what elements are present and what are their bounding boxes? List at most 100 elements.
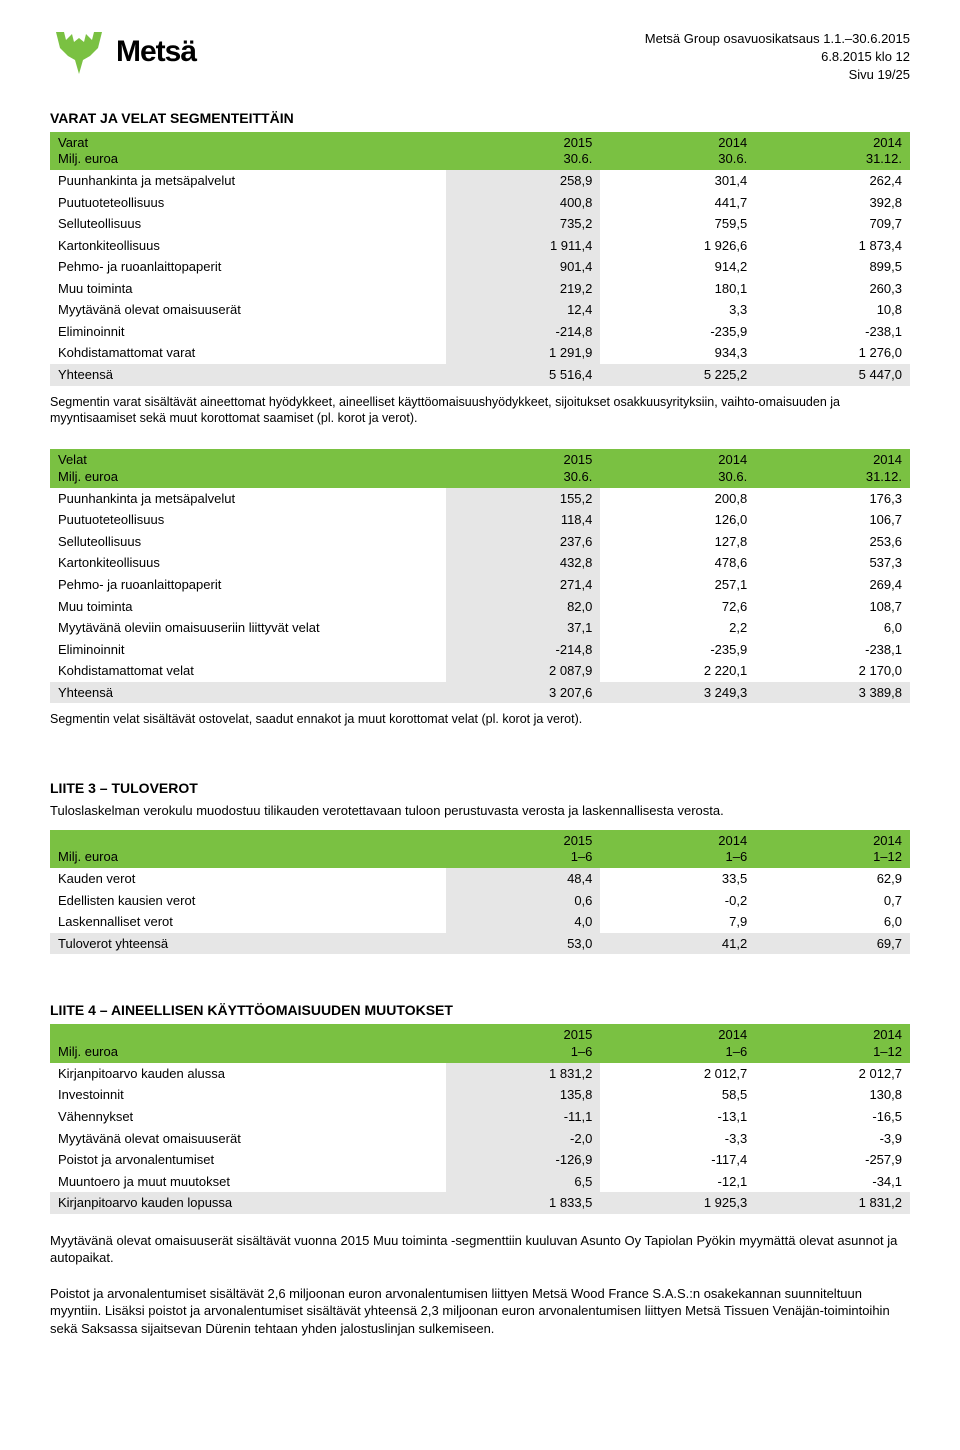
section-title-tuloverot: LIITE 3 – TULOVEROT xyxy=(50,780,910,796)
table-row: Puunhankinta ja metsäpalvelut155,2200,81… xyxy=(50,488,910,510)
cell-val: 69,7 xyxy=(755,933,910,955)
cell-val: -257,9 xyxy=(755,1149,910,1171)
table-row: Puunhankinta ja metsäpalvelut258,9301,42… xyxy=(50,170,910,192)
cell-val: 10,8 xyxy=(755,299,910,321)
cell-val: 82,0 xyxy=(446,596,601,618)
table-row: Pehmo- ja ruoanlaittopaperit901,4914,289… xyxy=(50,256,910,278)
cell-label: Kirjanpitoarvo kauden alussa xyxy=(50,1063,446,1085)
th-label-2: Milj. euroa xyxy=(58,151,118,166)
cell-val: 6,5 xyxy=(446,1171,601,1193)
table-total-row: Yhteensä5 516,45 225,25 447,0 xyxy=(50,364,910,386)
cell-label: Vähennykset xyxy=(50,1106,446,1128)
cell-val: 3,3 xyxy=(600,299,755,321)
section-title-liite4: LIITE 4 – AINEELLISEN KÄYTTÖOMAISUUDEN M… xyxy=(50,1002,910,1018)
cell-val: 5 447,0 xyxy=(755,364,910,386)
cell-val: 219,2 xyxy=(446,278,601,300)
table-row: Vähennykset-11,1-13,1-16,5 xyxy=(50,1106,910,1128)
th-c3: 20141–12 xyxy=(755,830,910,869)
cell-val: 1 276,0 xyxy=(755,342,910,364)
cell-label: Eliminoinnit xyxy=(50,321,446,343)
table-total-row: Kirjanpitoarvo kauden lopussa1 833,51 92… xyxy=(50,1192,910,1214)
header-meta: Metsä Group osavuosikatsaus 1.1.–30.6.20… xyxy=(645,30,910,85)
cell-val: 735,2 xyxy=(446,213,601,235)
cell-val: -3,3 xyxy=(600,1128,755,1150)
cell-val: 478,6 xyxy=(600,552,755,574)
cell-label: Puunhankinta ja metsäpalvelut xyxy=(50,170,446,192)
table-row: Kirjanpitoarvo kauden alussa1 831,22 012… xyxy=(50,1063,910,1085)
table-row: Selluteollisuus237,6127,8253,6 xyxy=(50,531,910,553)
cell-val: 3 249,3 xyxy=(600,682,755,704)
th-label: Velat Milj. euroa xyxy=(50,449,446,488)
table-row: Poistot ja arvonalentumiset-126,9-117,4-… xyxy=(50,1149,910,1171)
table-row: Laskennalliset verot4,07,96,0 xyxy=(50,911,910,933)
cell-val: 262,4 xyxy=(755,170,910,192)
cell-val: -235,9 xyxy=(600,321,755,343)
table-row: Muuntoero ja muut muutokset6,5-12,1-34,1 xyxy=(50,1171,910,1193)
tbody-liite4: Kirjanpitoarvo kauden alussa 1 831,2 2 012… xyxy=(50,1063,910,1214)
cell-val: 6,0 xyxy=(755,617,910,639)
cell-val: 1 925,3 xyxy=(600,1192,755,1214)
cell-val: 260,3 xyxy=(755,278,910,300)
th-c1: 20151–6 xyxy=(446,1024,601,1063)
cell-val: 2 087,9 xyxy=(446,660,601,682)
cell-val: 7,9 xyxy=(600,911,755,933)
cell-val: 3 389,8 xyxy=(755,682,910,704)
table-row: Selluteollisuus735,2759,5709,7 xyxy=(50,213,910,235)
cell-val: 200,8 xyxy=(600,488,755,510)
cell-val: 1 833,5 xyxy=(446,1192,601,1214)
cell-val: 62,9 xyxy=(755,868,910,890)
cell-val: -235,9 xyxy=(600,639,755,661)
cell-label: Investoinnit xyxy=(50,1084,446,1106)
cell-val: 1 911,4 xyxy=(446,235,601,257)
cell-val: 441,7 xyxy=(600,192,755,214)
brand-logo: Metsä xyxy=(50,30,196,74)
cell-val: 108,7 xyxy=(755,596,910,618)
cell-val: -214,8 xyxy=(446,321,601,343)
cell-label: Muu toiminta xyxy=(50,596,446,618)
cell-val: 58,5 xyxy=(600,1084,755,1106)
table-row: Myytävänä olevat omaisuuserät12,43,310,8 xyxy=(50,299,910,321)
table-varat: Varat Milj. euroa 201530.6. 201430.6. 20… xyxy=(50,132,910,386)
brand-name: Metsä xyxy=(116,35,196,69)
table-row: Myytävänä olevat omaisuuserät-2,0-3,3-3,… xyxy=(50,1128,910,1150)
table-row: Kohdistamattomat velat2 087,92 220,12 17… xyxy=(50,660,910,682)
cell-label: Laskennalliset verot xyxy=(50,911,446,933)
cell-val: 37,1 xyxy=(446,617,601,639)
note-varat: Segmentin varat sisältävät aineettomat h… xyxy=(50,394,910,428)
cell-val: 0,6 xyxy=(446,890,601,912)
cell-val: -238,1 xyxy=(755,321,910,343)
cell-val: -2,0 xyxy=(446,1128,601,1150)
cell-val: 1 873,4 xyxy=(755,235,910,257)
cell-val: -3,9 xyxy=(755,1128,910,1150)
cell-label: Kohdistamattomat velat xyxy=(50,660,446,682)
cell-val: -34,1 xyxy=(755,1171,910,1193)
th-c3: 201431.12. xyxy=(755,132,910,171)
th-label: Milj. euroa xyxy=(50,1024,446,1063)
table-row: Kartonkiteollisuus432,8478,6537,3 xyxy=(50,552,910,574)
cell-val: 271,4 xyxy=(446,574,601,596)
th-c2: 201430.6. xyxy=(600,132,755,171)
table-row: Eliminoinnit-214,8-235,9-238,1 xyxy=(50,639,910,661)
cell-val: -117,4 xyxy=(600,1149,755,1171)
doc-date: 6.8.2015 klo 12 xyxy=(645,48,910,66)
table-tuloverot: Milj. euroa 20151–6 20141–6 20141–12 Kau… xyxy=(50,830,910,955)
cell-val: 41,2 xyxy=(600,933,755,955)
cell-label: Yhteensä xyxy=(50,364,446,386)
cell-val: 135,8 xyxy=(446,1084,601,1106)
cell-label: Tuloverot yhteensä xyxy=(50,933,446,955)
cell-label: Kauden verot xyxy=(50,868,446,890)
cell-val: 537,3 xyxy=(755,552,910,574)
tbody-velat: Puunhankinta ja metsäpalvelut155,2200,81… xyxy=(50,488,910,703)
cell-val: 901,4 xyxy=(446,256,601,278)
page-header: Metsä Metsä Group osavuosikatsaus 1.1.–3… xyxy=(50,30,910,85)
cell-val: 6,0 xyxy=(755,911,910,933)
moose-antlers-icon xyxy=(50,30,108,74)
liite4-p1: Myytävänä olevat omaisuuserät sisältävät… xyxy=(50,1232,910,1267)
cell-val: 400,8 xyxy=(446,192,601,214)
cell-val: 1 831,2 xyxy=(755,1192,910,1214)
cell-val: 2 012,7 xyxy=(600,1063,755,1085)
cell-val: -214,8 xyxy=(446,639,601,661)
cell-val: 899,5 xyxy=(755,256,910,278)
th-c1: 201530.6. xyxy=(446,132,601,171)
cell-val: 257,1 xyxy=(600,574,755,596)
